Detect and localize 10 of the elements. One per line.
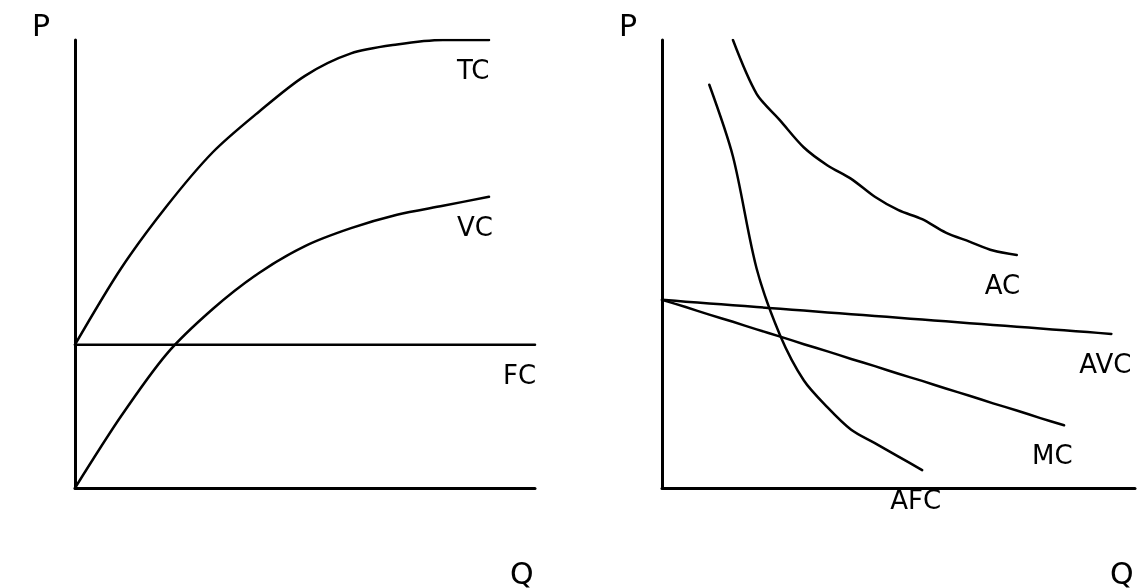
series-label: AVC (1079, 348, 1132, 379)
y-axis-title: P (31, 7, 50, 43)
y-axis-title: P (618, 7, 637, 43)
series-label: AC (984, 270, 1021, 301)
x-axis-title: Q (1110, 555, 1134, 588)
x-axis-title: Q (510, 555, 534, 588)
series-label: TC (456, 55, 490, 85)
series-label: VC (457, 211, 493, 242)
series-label: FC (503, 359, 537, 390)
series-label: MC (1032, 440, 1073, 471)
